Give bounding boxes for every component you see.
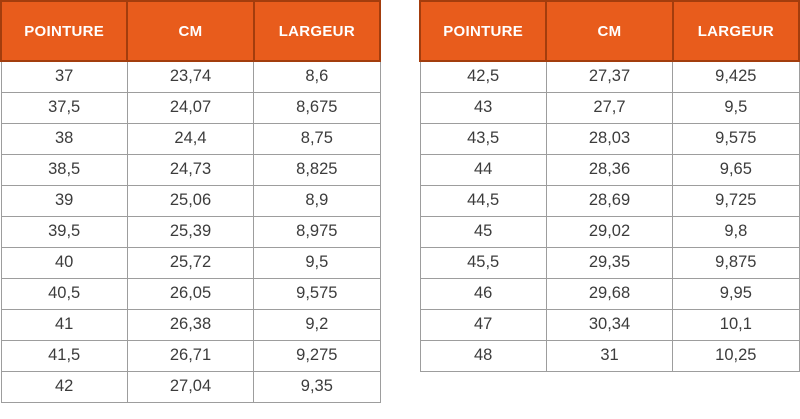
table-cell: 42 xyxy=(0,370,128,403)
table-cell: 10,1 xyxy=(672,308,800,341)
table-row: 48 31 10,25 xyxy=(419,339,800,372)
table-body: 37 23,74 8,6 37,5 24,07 8,675 38 24,4 8,75 38,5 24… xyxy=(0,60,381,403)
table-header: POINTURE CM LARGEUR xyxy=(418,0,800,62)
table-cell: 40 xyxy=(0,246,128,279)
table-cell: 8,9 xyxy=(253,184,381,217)
table-row: 37 23,74 8,6 xyxy=(0,60,381,93)
table-cell: 25,39 xyxy=(126,215,255,248)
table-cell: 29,02 xyxy=(545,215,674,248)
table-cell: 27,04 xyxy=(126,370,255,403)
table-cell: 9,5 xyxy=(672,91,800,124)
table-row: 44,5 28,69 9,725 xyxy=(419,184,800,217)
table-cell: 38,5 xyxy=(0,153,128,186)
table-cell: 46 xyxy=(419,277,547,310)
table-cell: 39 xyxy=(0,184,128,217)
table-cell: 9,95 xyxy=(672,277,800,310)
table-cell: 9,575 xyxy=(253,277,381,310)
column-header: LARGEUR xyxy=(671,0,800,62)
table-row: 39 25,06 8,9 xyxy=(0,184,381,217)
table-cell: 44,5 xyxy=(419,184,547,217)
table-cell: 9,2 xyxy=(253,308,381,341)
table-cell: 23,74 xyxy=(126,60,255,93)
table-cell: 9,35 xyxy=(253,370,381,403)
table-body: 42,5 27,37 9,425 43 27,7 9,5 43,5 28,03 9,575 44 2… xyxy=(419,60,800,372)
table-cell: 8,6 xyxy=(253,60,381,93)
table-cell: 26,71 xyxy=(126,339,255,372)
table-cell: 38 xyxy=(0,122,128,155)
table-cell: 26,38 xyxy=(126,308,255,341)
table-row: 40,5 26,05 9,575 xyxy=(0,277,381,310)
table-cell: 43,5 xyxy=(419,122,547,155)
header-row: POINTURE CM LARGEUR xyxy=(418,0,800,62)
table-cell: 45,5 xyxy=(419,246,547,279)
table-cell: 27,7 xyxy=(545,91,674,124)
table-cell: 28,69 xyxy=(545,184,674,217)
column-header: LARGEUR xyxy=(252,0,382,62)
table-cell: 28,03 xyxy=(545,122,674,155)
table-row: 43,5 28,03 9,575 xyxy=(419,122,800,155)
table-cell: 39,5 xyxy=(0,215,128,248)
table-row: 45 29,02 9,8 xyxy=(419,215,800,248)
table-cell: 42,5 xyxy=(419,60,547,93)
column-header: POINTURE xyxy=(0,0,129,62)
column-header: POINTURE xyxy=(418,0,548,62)
table-row: 39,5 25,39 8,975 xyxy=(0,215,381,248)
table-row: 45,5 29,35 9,875 xyxy=(419,246,800,279)
table-cell: 8,675 xyxy=(253,91,381,124)
table-cell: 47 xyxy=(419,308,547,341)
table-row: 41 26,38 9,2 xyxy=(0,308,381,341)
table-row: 47 30,34 10,1 xyxy=(419,308,800,341)
table-cell: 37,5 xyxy=(0,91,128,124)
table-cell: 9,65 xyxy=(672,153,800,186)
table-row: 40 25,72 9,5 xyxy=(0,246,381,279)
table-cell: 24,4 xyxy=(126,122,255,155)
table-cell: 8,825 xyxy=(253,153,381,186)
size-table-right: POINTURE CM LARGEUR 42,5 27,37 9,425 43 27,7 9,… xyxy=(418,0,800,372)
table-cell: 8,975 xyxy=(253,215,381,248)
table-row: 38 24,4 8,75 xyxy=(0,122,381,155)
table-row: 46 29,68 9,95 xyxy=(419,277,800,310)
table-cell: 31 xyxy=(545,339,674,372)
size-table-left: POINTURE CM LARGEUR 37 23,74 8,6 37,5 24,07 8,6… xyxy=(0,0,382,403)
table-cell: 10,25 xyxy=(672,339,800,372)
table-cell: 41,5 xyxy=(0,339,128,372)
column-header: CM xyxy=(545,0,674,62)
table-cell: 9,575 xyxy=(672,122,800,155)
header-row: POINTURE CM LARGEUR xyxy=(0,0,382,62)
table-header: POINTURE CM LARGEUR xyxy=(0,0,382,62)
table-cell: 27,37 xyxy=(545,60,674,93)
table-row: 37,5 24,07 8,675 xyxy=(0,91,381,124)
table-cell: 9,275 xyxy=(253,339,381,372)
table-row: 41,5 26,71 9,275 xyxy=(0,339,381,372)
table-cell: 45 xyxy=(419,215,547,248)
size-chart-page: POINTURE CM LARGEUR 37 23,74 8,6 37,5 24,07 8,6… xyxy=(0,0,800,403)
table-row: 42 27,04 9,35 xyxy=(0,370,381,403)
table-cell: 9,425 xyxy=(672,60,800,93)
table-cell: 24,73 xyxy=(126,153,255,186)
table-cell: 40,5 xyxy=(0,277,128,310)
table-cell: 8,75 xyxy=(253,122,381,155)
table-row: 43 27,7 9,5 xyxy=(419,91,800,124)
table-cell: 9,5 xyxy=(253,246,381,279)
table-cell: 41 xyxy=(0,308,128,341)
table-cell: 26,05 xyxy=(126,277,255,310)
table-cell: 9,875 xyxy=(672,246,800,279)
table-cell: 9,725 xyxy=(672,184,800,217)
table-row: 42,5 27,37 9,425 xyxy=(419,60,800,93)
table-cell: 28,36 xyxy=(545,153,674,186)
table-cell: 37 xyxy=(0,60,128,93)
column-header: CM xyxy=(126,0,255,62)
table-cell: 43 xyxy=(419,91,547,124)
table-cell: 24,07 xyxy=(126,91,255,124)
table-cell: 48 xyxy=(419,339,547,372)
table-cell: 9,8 xyxy=(672,215,800,248)
table-row: 38,5 24,73 8,825 xyxy=(0,153,381,186)
table-cell: 29,68 xyxy=(545,277,674,310)
table-cell: 30,34 xyxy=(545,308,674,341)
table-cell: 29,35 xyxy=(545,246,674,279)
table-cell: 44 xyxy=(419,153,547,186)
table-cell: 25,72 xyxy=(126,246,255,279)
table-row: 44 28,36 9,65 xyxy=(419,153,800,186)
table-cell: 25,06 xyxy=(126,184,255,217)
